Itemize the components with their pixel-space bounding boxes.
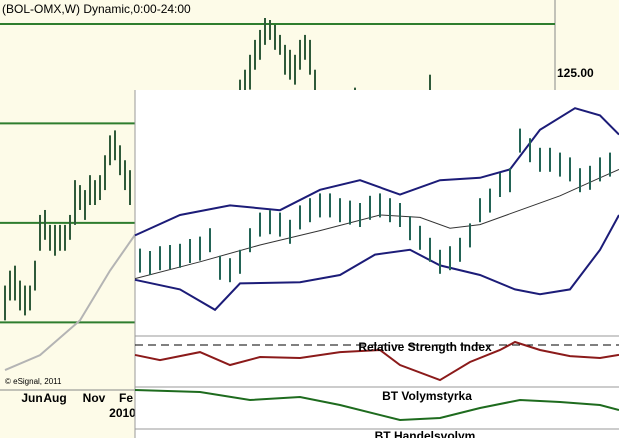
x-tick-label: 2010 xyxy=(109,406,136,420)
panel-title: BT Handelsvolym xyxy=(375,429,476,438)
x-tick-label: Nov xyxy=(83,391,106,405)
front-chart xyxy=(134,107,619,422)
x-tick-label: Jun xyxy=(21,391,42,405)
y-tick-label: 125.00 xyxy=(557,66,594,80)
panel-title: BT Volymstyrka xyxy=(382,389,472,403)
overlay-line xyxy=(134,214,619,312)
front-window xyxy=(135,90,619,438)
indicator-line xyxy=(134,340,619,382)
x-tick-label: Fe xyxy=(119,391,133,405)
overlay-line xyxy=(4,234,136,372)
indicator-line xyxy=(134,389,619,422)
source: © eSignal, 2011 xyxy=(5,377,62,386)
x-tick-label: Aug xyxy=(43,391,66,405)
panel-title: Relative Strength Index xyxy=(358,340,492,354)
overlay-line xyxy=(134,107,619,237)
window-title: (BOL-OMX,W) Dynamic,0:00-24:00 xyxy=(2,2,191,16)
